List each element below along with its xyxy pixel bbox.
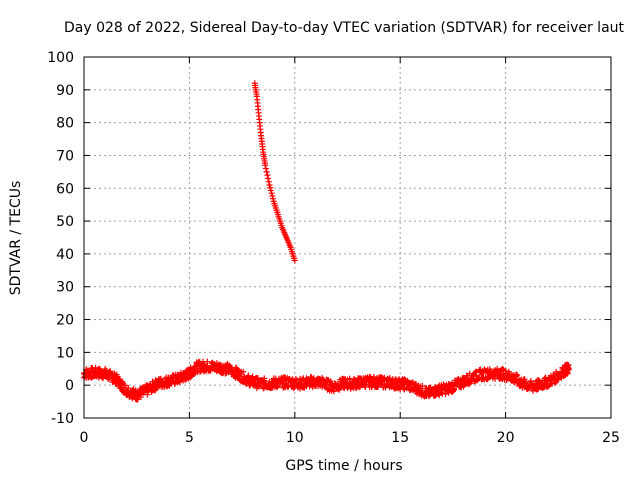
series-marker	[144, 391, 151, 398]
x-tick-label: 25	[602, 430, 620, 446]
series-marker	[97, 367, 104, 374]
spike-marker	[291, 257, 298, 264]
series-marker	[564, 370, 571, 377]
x-tick-label: 5	[185, 430, 194, 446]
series-marker	[134, 396, 141, 403]
spike-marker	[269, 192, 276, 199]
spike-marker	[266, 181, 273, 188]
series-marker	[419, 382, 426, 389]
chart-title: Day 028 of 2022, Sidereal Day-to-day VTE…	[64, 20, 625, 36]
series-marker	[494, 365, 501, 372]
y-tick-label: 80	[56, 116, 74, 132]
x-axis-label: GPS time / hours	[285, 458, 402, 474]
series-marker	[204, 358, 211, 365]
data-series	[81, 80, 572, 403]
series-marker	[521, 376, 528, 383]
series-marker	[182, 377, 189, 384]
series-marker	[137, 394, 144, 401]
series-marker	[466, 370, 473, 377]
series-marker	[565, 365, 572, 372]
y-tick-label: 70	[56, 148, 74, 164]
spike-marker	[264, 172, 271, 179]
series-marker	[151, 387, 158, 394]
series-marker	[260, 385, 267, 392]
series-marker	[473, 372, 480, 379]
series-marker	[438, 389, 445, 396]
series-marker	[548, 380, 555, 387]
series-marker	[502, 368, 509, 375]
y-tick-label: 30	[56, 280, 74, 296]
spike-marker	[262, 165, 269, 172]
series-marker	[261, 375, 268, 382]
series-marker	[222, 366, 229, 373]
spike-marker	[265, 178, 272, 185]
plot-frame	[83, 56, 612, 419]
spike-marker	[262, 162, 269, 169]
y-tick-label: 60	[56, 181, 74, 197]
series-marker	[513, 373, 520, 380]
y-tick-label: 90	[56, 83, 74, 99]
x-tick-label: 15	[391, 430, 409, 446]
spike-marker	[263, 168, 270, 175]
spike-marker	[268, 190, 275, 197]
x-tick-label: 10	[286, 430, 304, 446]
axis-ticks: -10 0 10 20 30 40 50 60 70 80 90 100 0 5 10 15 20 25	[47, 50, 620, 446]
x-tick-label: 0	[80, 430, 89, 446]
grid-lines	[84, 57, 611, 418]
series-marker	[499, 365, 506, 372]
series-marker	[176, 378, 183, 385]
series-marker	[350, 375, 357, 382]
spike-marker	[270, 195, 277, 202]
y-tick-label: 0	[65, 378, 74, 394]
spike-marker	[265, 175, 272, 182]
series-marker	[514, 372, 521, 379]
series-marker	[450, 385, 457, 392]
y-axis-label: SDTVAR / TECUs	[8, 181, 24, 296]
series-marker	[240, 368, 247, 375]
y-tick-label: 50	[56, 214, 74, 230]
y-tick-label: 20	[56, 313, 74, 329]
y-tick-label: -10	[51, 411, 74, 427]
spike-marker	[267, 187, 274, 194]
spike-marker	[267, 184, 274, 191]
x-tick-label: 20	[497, 430, 515, 446]
series-marker	[429, 388, 436, 395]
y-tick-label: 100	[47, 50, 74, 66]
y-tick-label: 10	[56, 345, 74, 361]
series-marker	[472, 369, 479, 376]
series-marker	[284, 382, 291, 389]
series-marker	[122, 382, 129, 389]
series-marker	[273, 383, 280, 390]
y-tick-label: 40	[56, 247, 74, 263]
